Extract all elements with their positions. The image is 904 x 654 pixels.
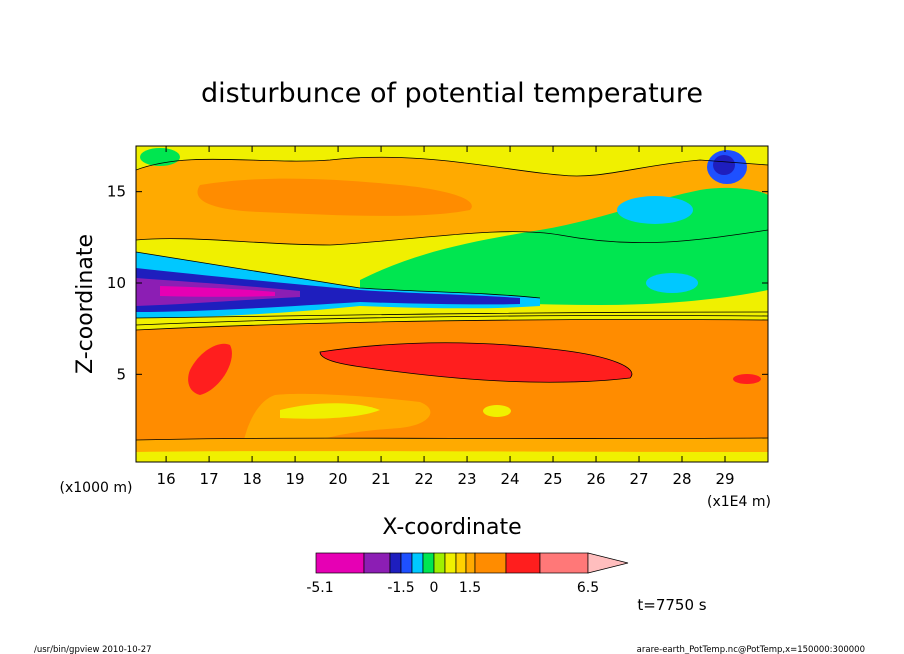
cold-tongue-peak [160,286,275,297]
y-tick-label: 10 [107,274,126,292]
cold-tongue-mid [136,268,520,312]
contour-lines [136,156,768,441]
colorbar-swatch [433,552,446,574]
colorbar-swatch [474,552,507,574]
warm-core-left [188,343,232,395]
x-tick-label: 22 [415,470,434,488]
colorbar-swatch [411,552,424,574]
surface-strip [136,451,768,462]
x-tick-label: 26 [586,470,605,488]
y-tick-label: 5 [116,365,126,383]
colorbar-tick-label: -1.5 [387,580,414,596]
x-tick-label: 25 [543,470,562,488]
x-tick-label: 17 [200,470,219,488]
x-tick-label: 28 [672,470,691,488]
y-tick-label: 15 [107,183,126,201]
x-tick-label: 16 [157,470,176,488]
surface-yellow-patch [280,403,380,419]
colorbar-arrow [587,552,629,574]
colorbar-tick-label: 6.5 [577,580,599,596]
x-tick-label: 29 [715,470,734,488]
chart-title: disturbunce of potential temperature [201,78,703,109]
y-axis-title: Z-coordinate [73,234,98,374]
x-tick-label: 24 [500,470,519,488]
cyan-patch-upper [617,196,693,224]
cold-core-inner [713,155,735,175]
colorbar-swatch [422,552,435,574]
x-tick-label: 19 [286,470,305,488]
colorbar-tick-label: 0 [430,580,439,596]
colorbar-swatch [315,552,365,574]
x-axis: 16 17 18 19 20 21 22 23 24 25 26 27 28 29 [157,146,735,488]
warm-core-main [320,342,632,383]
footer-left: /usr/bin/gpview 2010-10-27 [34,645,152,654]
colorbar-swatch [539,552,589,574]
colorbar: -5.1 -1.5 0 1.5 6.5 [306,552,629,596]
plot-area [136,146,768,462]
plot-frame [135,145,769,463]
colorbar-tick-label: -5.1 [306,580,333,596]
colorbar-swatch [389,552,402,574]
footer-right: arare-earth_PotTemp.nc@PotTemp,x=150000:… [637,645,865,654]
x-tick-label: 23 [458,470,477,488]
colorbar-swatch [465,552,476,574]
yellow-blob [483,405,511,417]
time-label: t=7750 s [637,596,706,614]
cyan-patch-mid [646,273,698,293]
colorbar-swatch [363,552,391,574]
warm-core-right [733,374,761,384]
x-tick-label: 20 [329,470,348,488]
x-unit-left: (x1000 m) [60,480,133,496]
x-tick-label: 21 [372,470,391,488]
colorbar-swatch [455,552,467,574]
colorbar-tick-label: 1.5 [459,580,481,596]
y-axis: 5 10 15 [107,183,768,383]
x-tick-label: 27 [629,470,648,488]
colorbar-swatch [505,552,541,574]
x-axis-title: X-coordinate [382,515,521,540]
upper-warm-core [197,178,472,216]
colorbar-swatch [444,552,457,574]
x-tick-label: 18 [243,470,262,488]
colorbar-swatch [400,552,413,574]
x-unit-right: (x1E4 m) [707,494,771,510]
